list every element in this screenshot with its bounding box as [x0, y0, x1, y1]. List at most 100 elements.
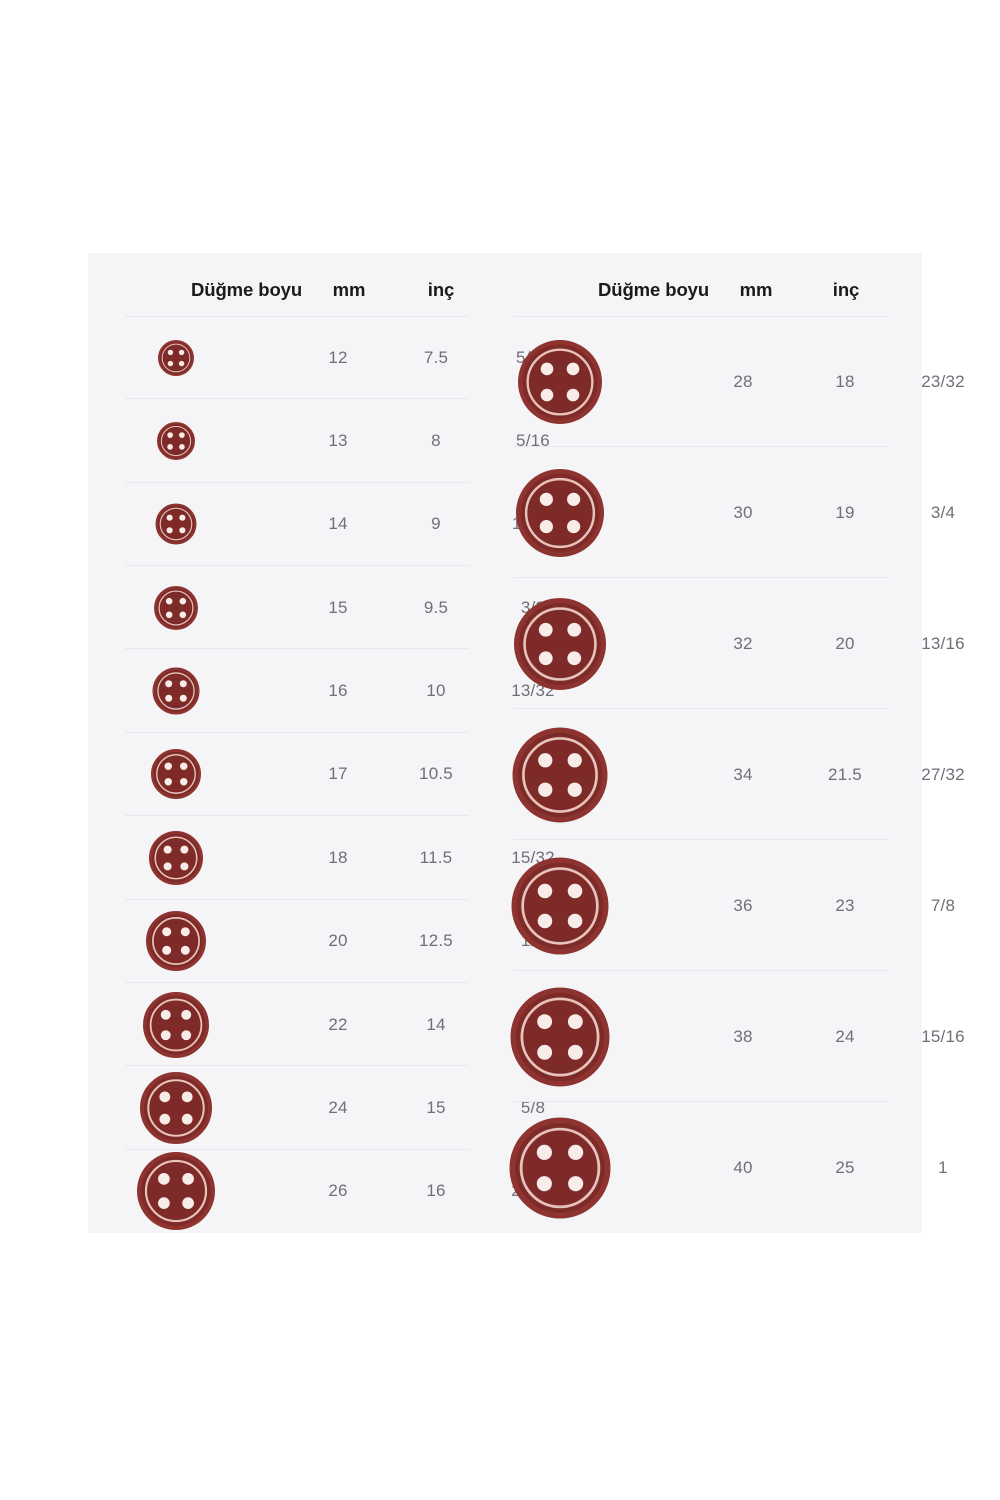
table-row: 28 18 23/32 [488, 316, 965, 447]
button-illustration [155, 503, 197, 545]
button-illustration [510, 987, 610, 1086]
button-illustration [137, 1152, 215, 1231]
button-illustration [146, 911, 206, 972]
button-illustration [516, 468, 604, 557]
button-illustration [511, 857, 609, 954]
table-row: 30 19 3/4 [488, 447, 955, 578]
cell-millimeters: 19 [835, 502, 855, 522]
table-row: 13 8 5/16 [88, 399, 550, 483]
cell-inches: 1 [938, 1157, 948, 1177]
button-swatch [518, 339, 602, 424]
button-swatch [509, 1117, 611, 1218]
cell-millimeters: 23 [835, 895, 855, 915]
table-row: 36 23 7/8 [488, 840, 955, 971]
cell-button-size: 15 [328, 597, 348, 617]
cell-button-size: 34 [733, 764, 753, 784]
cell-millimeters: 16 [426, 1181, 446, 1201]
button-swatch [514, 597, 606, 690]
button-illustration [140, 1071, 212, 1144]
cell-inches: 15/16 [921, 1026, 965, 1046]
cell-millimeters: 21.5 [828, 764, 862, 784]
table-row: 40 25 1 [488, 1102, 948, 1233]
cell-millimeters: 7.5 [423, 347, 449, 367]
button-swatch [516, 468, 604, 557]
cell-millimeters: 11.5 [419, 847, 453, 867]
cell-millimeters: 10.5 [419, 764, 453, 784]
cell-button-size: 18 [328, 847, 348, 867]
button-illustration [158, 339, 194, 376]
cell-button-size: 20 [328, 931, 348, 951]
cell-inches: 5/8 [520, 1097, 546, 1117]
button-swatch [157, 422, 195, 461]
row-divider [514, 708, 888, 709]
button-illustration [518, 339, 602, 424]
cell-button-size: 38 [733, 1026, 753, 1046]
table-row: 16 10 13/32 [88, 649, 555, 733]
cell-button-size: 26 [328, 1181, 348, 1201]
button-illustration [157, 422, 195, 461]
cell-button-size: 17 [328, 764, 348, 784]
cell-inches: 23/32 [921, 371, 965, 391]
header-divider [125, 316, 469, 317]
size-table-right: Düğme boyu mm inç 28 18 23/32 30 19 3/4 32 20 13… [488, 253, 965, 1233]
table-row: 34 21.5 27/32 [488, 709, 965, 840]
row-divider [125, 981, 469, 983]
cell-button-size: 36 [733, 895, 753, 915]
button-swatch [154, 585, 198, 630]
row-divider [125, 648, 469, 650]
column-header-size-name: Düğme boyu [598, 279, 710, 300]
button-illustration [509, 1117, 611, 1218]
cell-millimeters: 8 [431, 431, 441, 451]
cell-button-size: 12 [328, 347, 348, 367]
button-illustration [152, 667, 200, 715]
button-swatch [155, 503, 197, 545]
button-swatch [511, 857, 609, 954]
row-divider [125, 398, 469, 400]
button-illustration [512, 727, 608, 822]
table-row: 22149/16 [88, 983, 550, 1067]
row-divider [125, 565, 469, 567]
cell-button-size: 14 [328, 514, 348, 534]
cell-button-size: 13 [328, 431, 348, 451]
column-header-inch: inç [832, 279, 860, 300]
row-divider [125, 1148, 469, 1150]
row-divider [125, 481, 469, 483]
button-swatch [151, 749, 201, 800]
cell-inches: 13/16 [921, 633, 965, 653]
row-divider [514, 1101, 888, 1102]
button-swatch [140, 1071, 212, 1144]
row-divider [514, 446, 888, 447]
cell-button-size: 28 [733, 371, 753, 391]
column-header-mm: mm [332, 279, 366, 300]
table-row: 127.55/16 [88, 316, 550, 400]
row-divider [514, 970, 888, 971]
cell-millimeters: 15 [426, 1097, 446, 1117]
button-illustration [143, 991, 209, 1058]
cell-millimeters: 10 [426, 681, 446, 701]
button-swatch [158, 339, 194, 376]
cell-inches: 5/16 [516, 431, 550, 451]
cell-button-size: 30 [733, 502, 753, 522]
cell-millimeters: 20 [835, 633, 855, 653]
header-divider [514, 316, 888, 317]
cell-millimeters: 9 [431, 514, 441, 534]
button-swatch [152, 667, 200, 715]
cell-millimeters: 24 [835, 1026, 855, 1046]
cell-button-size: 24 [328, 1097, 348, 1117]
cell-button-size: 40 [733, 1157, 753, 1177]
cell-millimeters: 14 [426, 1014, 446, 1034]
table-row: 38 24 15/16 [488, 971, 965, 1102]
cell-millimeters: 18 [835, 371, 855, 391]
button-swatch [137, 1152, 215, 1231]
button-illustration [149, 830, 203, 885]
cell-inches: 3/4 [930, 502, 956, 522]
row-divider [125, 898, 469, 900]
cell-button-size: 32 [733, 633, 753, 653]
cell-inches: 27/32 [921, 764, 965, 784]
button-swatch [143, 991, 209, 1058]
button-illustration [154, 585, 198, 630]
cell-inches: 7/8 [930, 895, 956, 915]
